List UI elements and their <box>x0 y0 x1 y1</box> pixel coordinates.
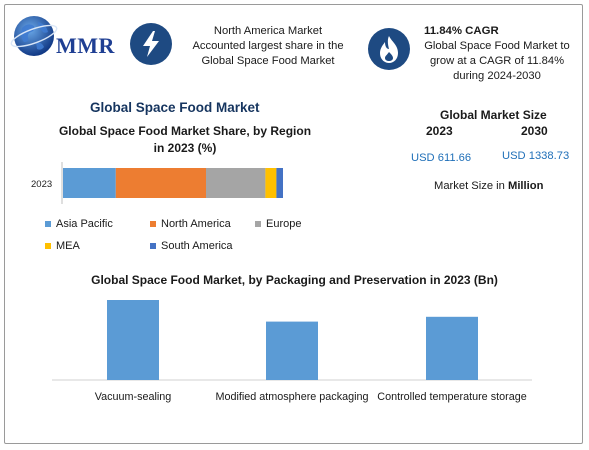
packaging-chart: Vacuum-sealing Modified atmosphere packag… <box>52 300 532 403</box>
flame-icon <box>380 36 398 63</box>
market-size-year-2023: 2023 <box>426 124 453 138</box>
main-title: Global Space Food Market <box>90 100 260 115</box>
bar-segment-mea <box>265 168 277 198</box>
market-size-title: Global Market Size <box>440 108 547 122</box>
region-chart-title: Global Space Food Market Share, by Regio… <box>50 123 320 157</box>
legend-item: MEA <box>45 240 80 252</box>
category-label: Vacuum-sealing <box>95 391 172 403</box>
region-legend: Asia Pacific North America Europe MEA South … <box>45 218 315 258</box>
insight-line: Global Space Food Market to <box>424 40 570 52</box>
bar-segment-europe <box>206 168 266 198</box>
chart-title-line: Global Space Food Market Share, by Regio… <box>58 124 312 138</box>
legend-label: Europe <box>266 218 302 230</box>
market-size-unit: Market Size in Million <box>434 180 543 192</box>
globe-icon <box>10 16 58 56</box>
legend-item: South America <box>150 240 233 252</box>
legend-label: MEA <box>56 240 80 252</box>
market-size-value-2023: USD 611.66 <box>411 152 472 164</box>
legend-swatch <box>255 221 261 227</box>
category-label: 2023 <box>31 179 52 190</box>
legend-swatch <box>150 243 156 249</box>
region-share-chart: 2023 <box>31 162 283 204</box>
lightning-badge <box>130 23 172 65</box>
unit-prefix: Market Size in <box>434 180 505 192</box>
insight-line: North America Market <box>213 25 323 37</box>
category-label: Controlled temperature storage <box>377 391 526 403</box>
legend-item: Asia Pacific <box>45 218 113 230</box>
legend-item: North America <box>150 218 231 230</box>
packaging-bar <box>426 316 478 380</box>
packaging-bar <box>107 300 159 380</box>
insight-north-america: North America Market Accounted largest s… <box>184 24 352 69</box>
legend-label: Asia Pacific <box>56 218 113 230</box>
packaging-chart-title: Global Space Food Market, by Packaging a… <box>91 273 498 287</box>
legend-item: Europe <box>255 218 301 230</box>
market-size-value-2030: USD 1338.73 <box>502 150 570 162</box>
flame-badge <box>368 28 410 70</box>
legend-label: South America <box>161 240 233 252</box>
bar-segment-north-america <box>115 168 206 198</box>
insight-line: grow at a CAGR of 11.84% <box>429 55 565 67</box>
lightning-icon <box>143 31 159 57</box>
insight-line: Global Space Food Market <box>201 55 335 67</box>
cagr-title: 11.84% CAGR <box>424 25 499 37</box>
logo-text: MMR <box>56 33 115 58</box>
unit-value: Million <box>508 180 544 192</box>
insight-line: during 2024-2030 <box>453 70 541 82</box>
legend-label: North America <box>161 218 231 230</box>
legend-swatch <box>45 243 51 249</box>
market-size-year-2030: 2030 <box>521 124 548 138</box>
legend-swatch <box>45 221 51 227</box>
legend-swatch <box>150 221 156 227</box>
insight-cagr: 11.84% CAGR Global Space Food Market to … <box>412 24 582 84</box>
bar-segment-asia-pacific <box>63 168 116 198</box>
category-label: Modified atmosphere packaging <box>215 391 368 403</box>
mmr-logo: MMR <box>10 10 122 62</box>
packaging-bar <box>266 321 318 380</box>
chart-title-line: in 2023 (%) <box>153 141 217 155</box>
bar-segment-south-america <box>276 168 283 198</box>
insight-line: Accounted largest share in the <box>192 40 344 52</box>
